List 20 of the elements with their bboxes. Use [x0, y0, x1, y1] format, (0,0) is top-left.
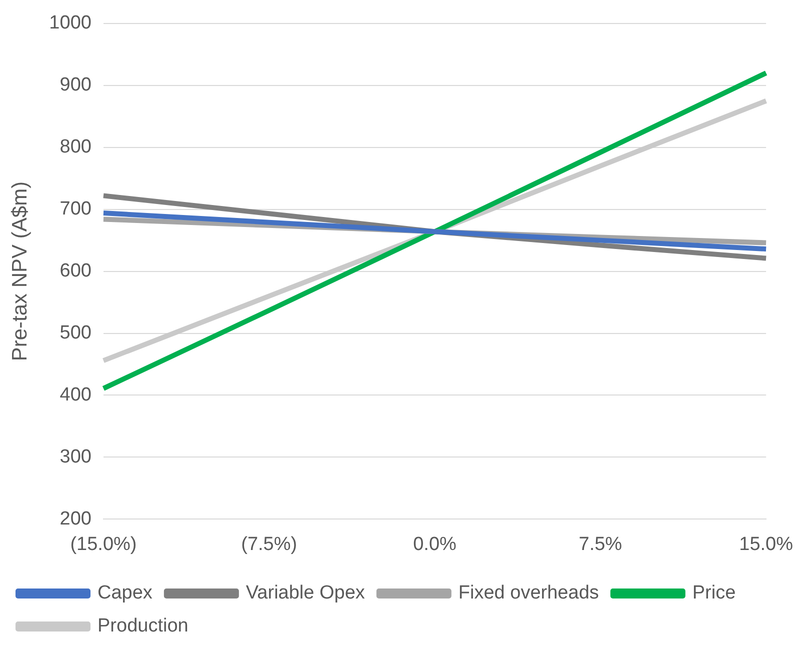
y-tick-label: 800 — [60, 136, 92, 158]
x-tick-label: 7.5% — [578, 534, 622, 555]
x-tick-label: 0.0% — [413, 534, 457, 555]
x-tick-label: 15.0% — [739, 534, 794, 555]
y-tick-label: 400 — [60, 384, 92, 406]
y-tick-label: 900 — [60, 74, 92, 96]
legend-label: Price — [692, 582, 736, 604]
y-tick-label: 700 — [60, 198, 92, 220]
y-tick-label: 500 — [60, 322, 92, 344]
y-axis-title: Pre-tax NPV (A$m) — [8, 181, 32, 362]
y-tick-label: 600 — [60, 260, 92, 282]
x-tick-label: (15.0%) — [70, 534, 137, 555]
legend-label: Capex — [98, 582, 153, 604]
x-tick-label: (7.5%) — [241, 534, 298, 555]
legend-label: Fixed overheads — [458, 582, 599, 604]
legend-label: Production — [98, 616, 188, 637]
y-tick-label: 300 — [60, 446, 92, 468]
y-tick-label: 1000 — [49, 12, 92, 34]
y-tick-label: 200 — [60, 508, 92, 530]
legend-label: Variable Opex — [246, 582, 366, 604]
